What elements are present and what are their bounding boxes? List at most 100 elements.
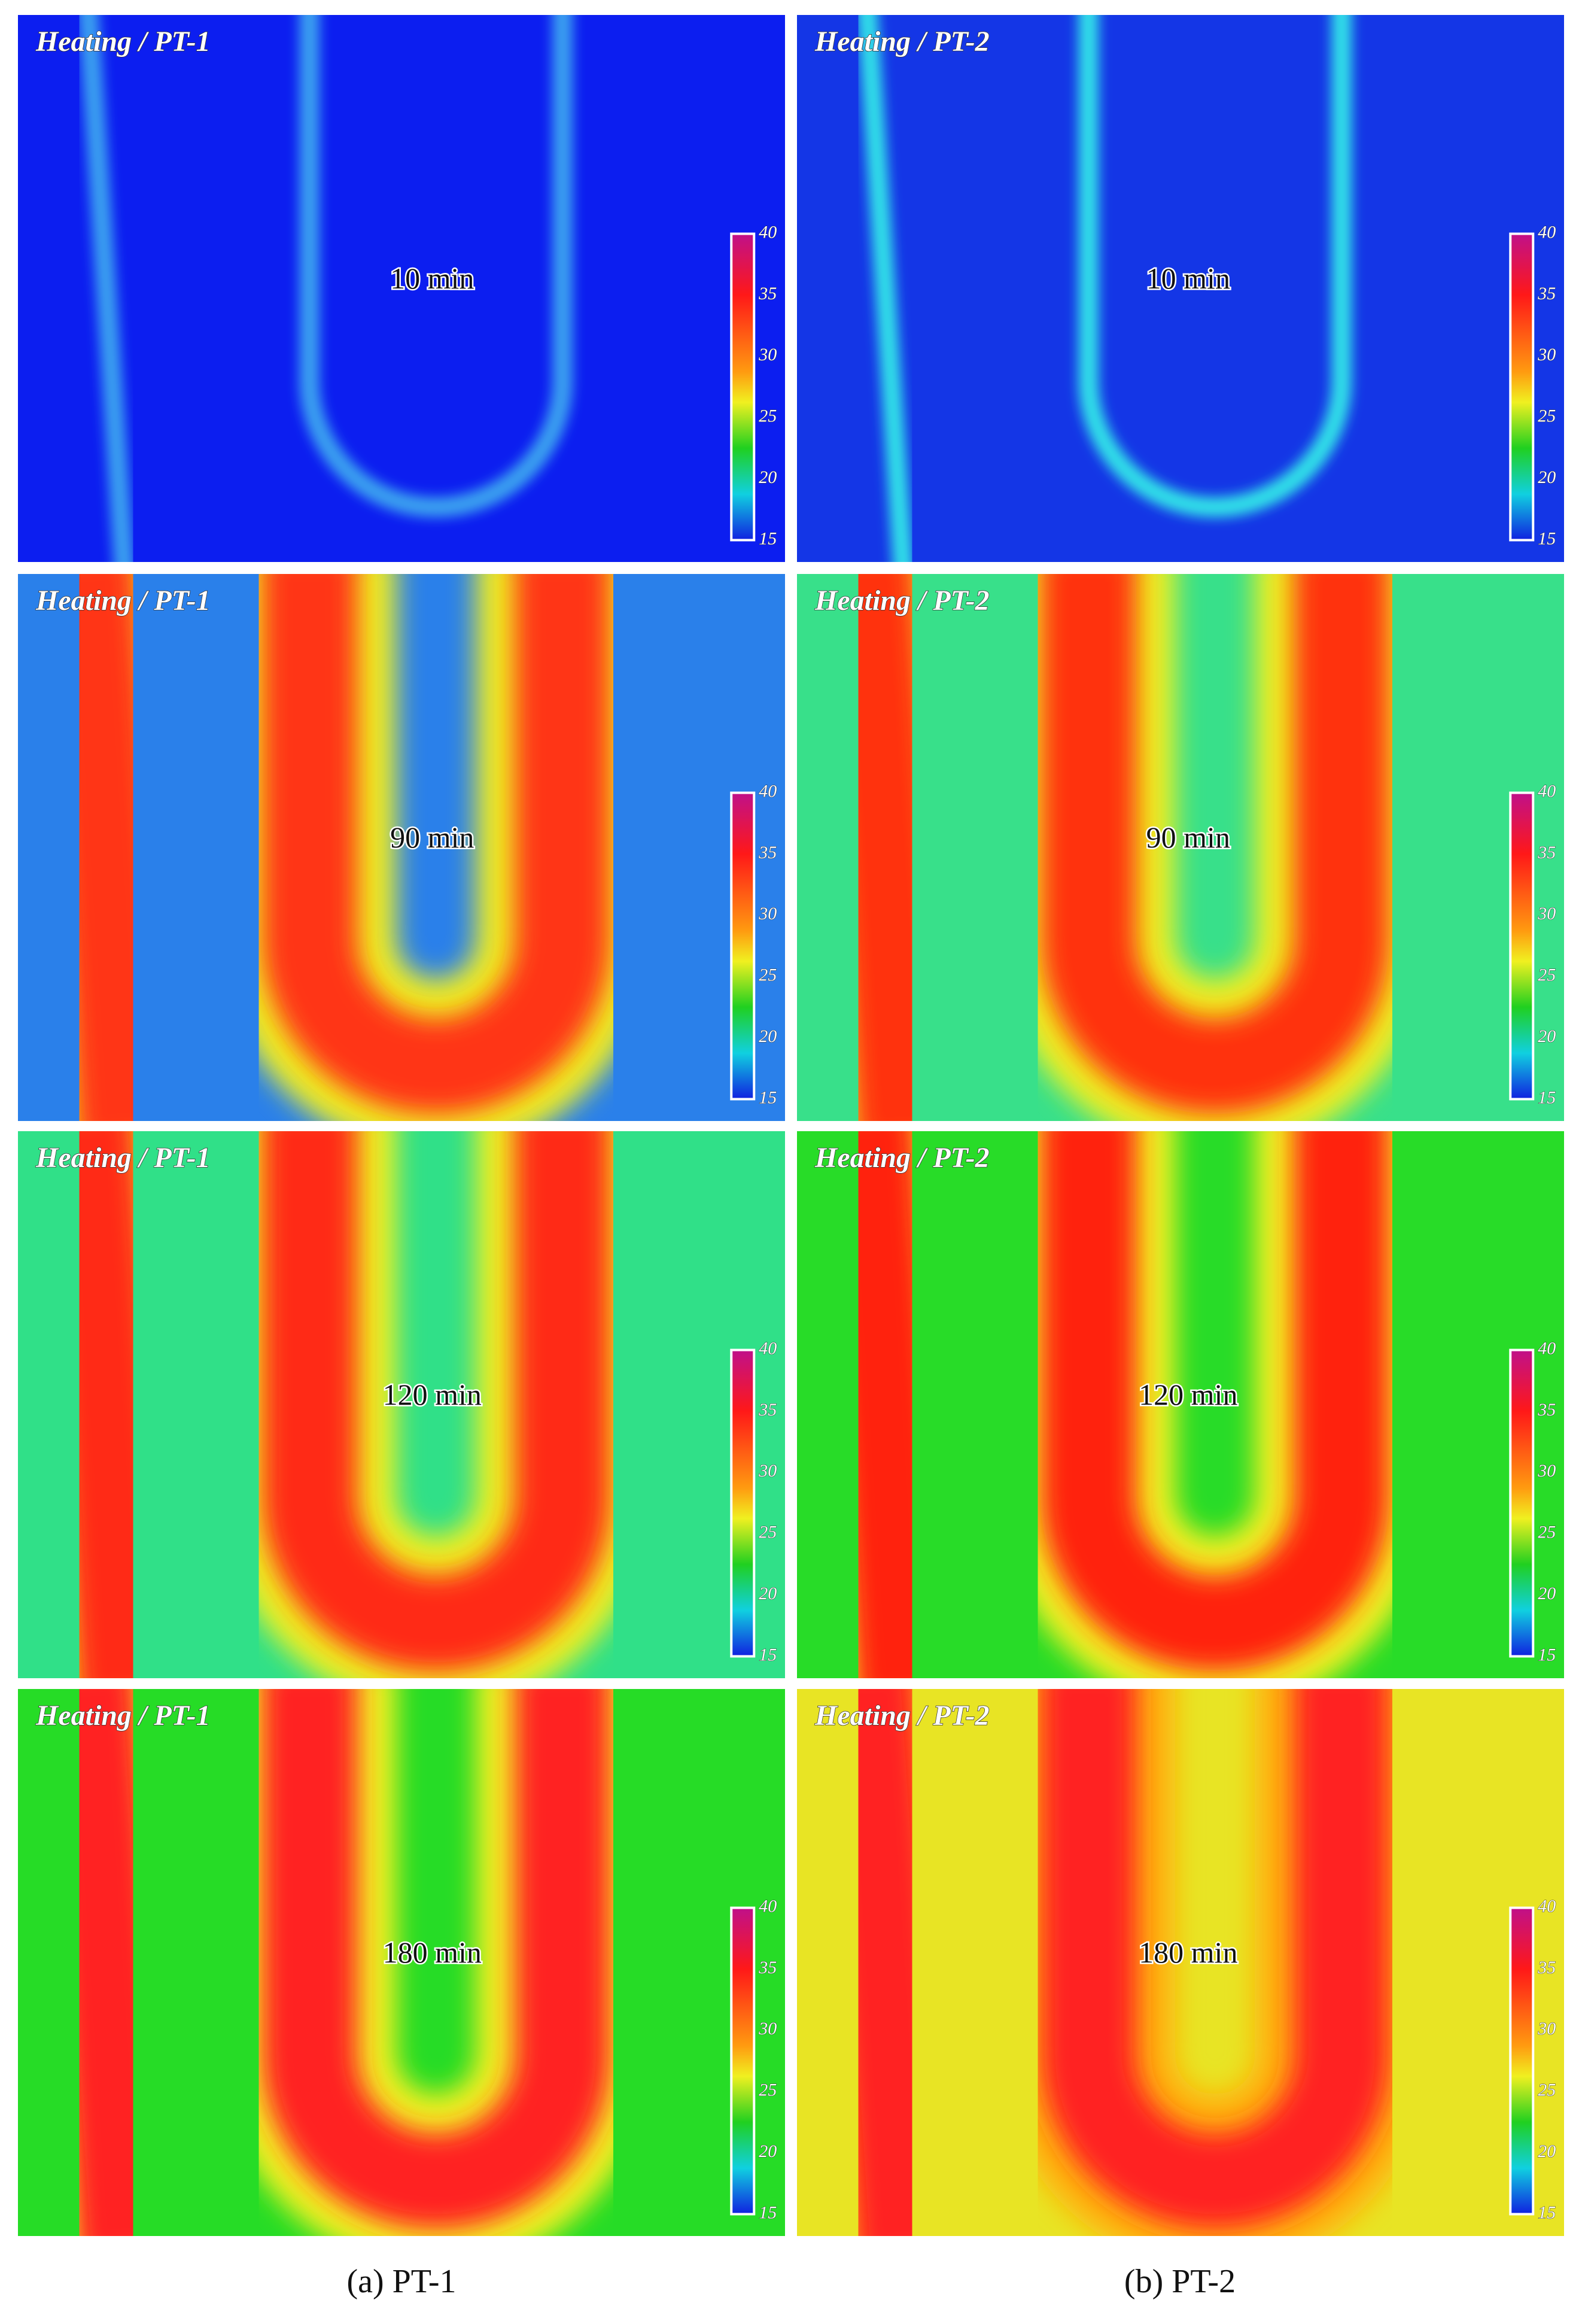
thermal-panel: Heating / PT-1 10 min 40 35 30 25 20 15	[18, 15, 785, 562]
colorbar-tick: 25	[759, 965, 777, 985]
colorbar-tick: 35	[758, 843, 777, 862]
hot-band	[261, 1689, 611, 2229]
time-label: 180 min	[383, 1936, 482, 1969]
time-label: 120 min	[1139, 1378, 1237, 1411]
colorbar-tick: 30	[1537, 904, 1556, 923]
colorbar-tick: 15	[759, 2203, 777, 2222]
thermal-panel: Heating / PT-2 10 min 40 35 30 25 20 15	[797, 15, 1564, 562]
colorbar-tick: 40	[1538, 781, 1556, 801]
colorbar-tick: 15	[759, 1087, 777, 1107]
colorbar-tick: 30	[758, 345, 777, 364]
panel-label: Heating / PT-2	[814, 585, 990, 616]
panel-label: Heating / PT-1	[35, 585, 211, 616]
caption: (a) PT-1	[346, 2263, 456, 2300]
colorbar-tick: 15	[1538, 528, 1556, 548]
hot-band	[819, 1131, 951, 1678]
colorbar	[730, 1348, 756, 1658]
thermal-panel: Heating / PT-2 90 min 40 35 30 25 20 15	[797, 574, 1564, 1121]
pipe-trace	[299, 15, 573, 518]
panel-background	[797, 15, 1564, 562]
panel-label: Heating / PT-2	[814, 1142, 990, 1174]
colorbar-tick: 40	[759, 222, 777, 242]
colorbar	[730, 232, 756, 542]
colorbar-tick: 30	[1537, 2019, 1556, 2039]
colorbar-tick: 15	[1538, 2203, 1556, 2222]
colorbar-tick: 35	[1537, 284, 1556, 303]
colorbar-tick: 20	[759, 1026, 777, 1046]
time-label: 90 min	[390, 821, 474, 854]
thermal-panel: Heating / PT-1 120 min 40 35 30 25 20 15	[18, 1131, 785, 1678]
colorbar-tick: 25	[1538, 2080, 1556, 2100]
time-label: 10 min	[390, 262, 474, 295]
colorbar-tick: 25	[759, 2080, 777, 2100]
colorbar-tick: 20	[1538, 1584, 1556, 1603]
colorbar-tick: 35	[1537, 1400, 1556, 1420]
colorbar-tick: 20	[759, 1584, 777, 1603]
colorbar-tick: 30	[758, 1461, 777, 1481]
colorbar-tick: 35	[758, 1400, 777, 1420]
time-label: 180 min	[1139, 1936, 1237, 1969]
thermal-panel: Heating / PT-1 90 min 40 35 30 25 20 15	[18, 574, 785, 1121]
hot-band	[40, 574, 172, 1121]
panel-label: Heating / PT-1	[35, 26, 211, 57]
hot-band	[819, 574, 951, 1121]
colorbar-tick: 25	[759, 1523, 777, 1542]
colorbar-tick: 40	[1538, 1338, 1556, 1358]
colorbar-tick: 30	[758, 904, 777, 923]
thermal-panel: Heating / PT-1 180 min 40 35 30 25 20 15	[18, 1689, 785, 2236]
colorbar-tick: 20	[759, 2141, 777, 2161]
colorbar-tick: 30	[1537, 345, 1556, 364]
colorbar-tick: 25	[1538, 1523, 1556, 1542]
hot-band	[261, 1131, 611, 1672]
colorbar	[1509, 1348, 1535, 1658]
hot-band	[1041, 574, 1390, 1114]
pipe-trace	[1078, 15, 1352, 518]
panel-label: Heating / PT-1	[35, 1700, 211, 1731]
hot-band	[40, 1131, 172, 1678]
colorbar-tick: 35	[1537, 843, 1556, 862]
colorbar-tick: 25	[1538, 406, 1556, 426]
colorbar	[1509, 1906, 1535, 2216]
colorbar	[1509, 791, 1535, 1101]
colorbar-tick: 40	[1538, 222, 1556, 242]
panel-background	[18, 15, 785, 562]
colorbar-tick: 20	[1538, 1026, 1556, 1046]
time-label: 90 min	[1146, 821, 1230, 854]
colorbar-tick: 40	[1538, 1896, 1556, 1916]
colorbar-tick: 20	[1538, 467, 1556, 487]
colorbar-tick: 35	[1537, 1958, 1556, 1977]
panel-label: Heating / PT-1	[35, 1142, 211, 1174]
colorbar-tick: 15	[759, 1645, 777, 1664]
panel-label: Heating / PT-2	[814, 26, 990, 57]
colorbar-tick: 30	[1537, 1461, 1556, 1481]
time-label: 10 min	[1146, 262, 1230, 295]
hot-band	[819, 1689, 951, 2236]
hot-band	[1041, 1131, 1390, 1672]
thermal-panel: Heating / PT-2 120 min 40 35 30 25 20 15	[797, 1131, 1564, 1678]
colorbar	[730, 1906, 756, 2216]
colorbar-tick: 35	[758, 1958, 777, 1977]
colorbar-tick: 40	[759, 1338, 777, 1358]
caption: (b) PT-2	[1124, 2263, 1236, 2300]
colorbar-tick: 20	[759, 467, 777, 487]
colorbar-tick: 25	[759, 406, 777, 426]
colorbar-tick: 25	[1538, 965, 1556, 985]
thermal-panel: Heating / PT-2 180 min 40 35 30 25 20 15	[797, 1689, 1564, 2236]
colorbar-tick: 20	[1538, 2141, 1556, 2161]
time-label: 120 min	[383, 1378, 482, 1411]
colorbar-tick: 35	[758, 284, 777, 303]
colorbar	[1509, 232, 1535, 542]
hot-band	[1041, 1689, 1390, 2229]
hot-band	[40, 1689, 172, 2236]
colorbar-tick: 40	[759, 781, 777, 801]
panel-label: Heating / PT-2	[814, 1700, 990, 1731]
colorbar-tick: 40	[759, 1896, 777, 1916]
colorbar-tick: 15	[759, 528, 777, 548]
pipe-trace	[857, 15, 913, 562]
colorbar-tick: 15	[1538, 1087, 1556, 1107]
hot-band	[261, 574, 611, 1114]
colorbar-tick: 30	[758, 2019, 777, 2039]
colorbar	[730, 791, 756, 1101]
pipe-trace	[78, 15, 134, 562]
